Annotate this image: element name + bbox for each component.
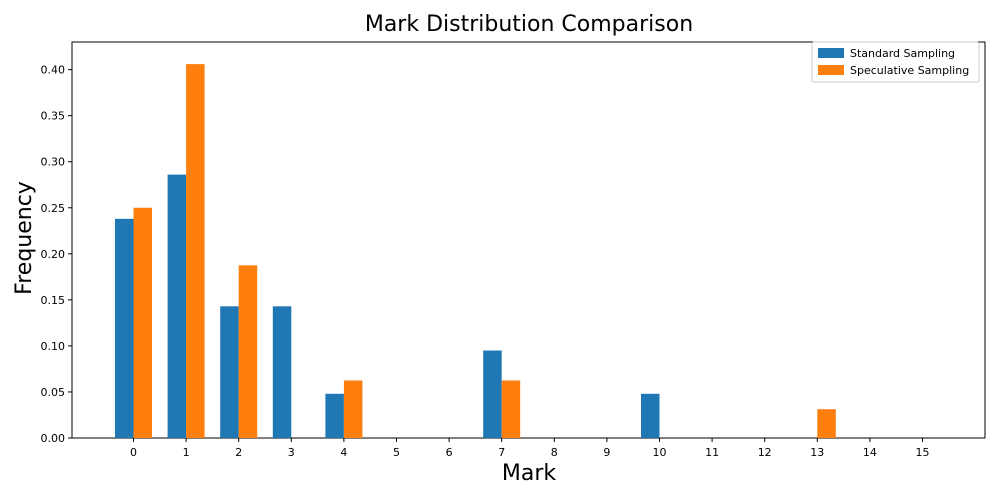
- plot-frame: [71, 41, 986, 439]
- x-tick-label: 14: [863, 446, 877, 459]
- y-tick-label: 0.10: [41, 340, 66, 353]
- bar-standard-0: [115, 218, 134, 438]
- y-tick-label: 0.20: [41, 248, 66, 261]
- x-tick-label: 12: [758, 446, 772, 459]
- legend-label: Standard Sampling: [850, 47, 955, 60]
- legend: Standard Sampling Speculative Sampling: [811, 41, 980, 83]
- y-tick-label: 0.30: [41, 156, 66, 169]
- chart-title: Mark Distribution Comparison: [365, 12, 693, 37]
- x-tick-label: 4: [340, 446, 347, 459]
- x-tick-label: 10: [653, 446, 667, 459]
- bar-speculative-1: [186, 64, 205, 438]
- y-axis-label: Frequency: [12, 181, 37, 295]
- bar-standard-4: [325, 393, 344, 438]
- bar-standard-7: [483, 350, 502, 438]
- legend-box: [811, 41, 980, 83]
- x-tick-label: 13: [810, 446, 824, 459]
- x-tick-label: 6: [446, 446, 453, 459]
- y-axis-ticks: 0.00 0.05 0.10 0.15 0.20 0.25 0.30 0.35 0.40: [41, 64, 72, 445]
- bar-speculative-0: [133, 207, 152, 438]
- plot-area: [71, 41, 986, 439]
- x-tick-label: 3: [288, 446, 295, 459]
- x-tick-label: 0: [130, 446, 137, 459]
- x-tick-label: 7: [498, 446, 505, 459]
- bar-standard-10: [641, 393, 660, 438]
- y-tick-label: 0.05: [41, 386, 66, 399]
- bar-standard-3: [272, 306, 292, 438]
- bar-standard-1: [167, 174, 187, 438]
- y-tick-label: 0.00: [41, 432, 66, 445]
- y-tick-label: 0.35: [41, 110, 66, 123]
- bar-speculative-13: [817, 409, 836, 438]
- bar-speculative-2: [238, 265, 258, 438]
- bars: [115, 64, 836, 438]
- x-tick-label: 9: [603, 446, 610, 459]
- bar-speculative-7: [501, 380, 521, 438]
- y-tick-label: 0.40: [41, 64, 66, 77]
- x-tick-label: 15: [916, 446, 930, 459]
- y-tick-label: 0.25: [41, 202, 66, 215]
- legend-label: Speculative Sampling: [850, 64, 969, 77]
- bar-standard-2: [220, 306, 239, 438]
- x-tick-label: 11: [705, 446, 719, 459]
- x-tick-label: 5: [393, 446, 400, 459]
- x-axis-label: Mark: [502, 461, 557, 486]
- bar-speculative-4: [343, 380, 363, 438]
- x-tick-label: 1: [183, 446, 190, 459]
- x-tick-label: 8: [551, 446, 558, 459]
- legend-swatch: [818, 65, 844, 75]
- x-axis-ticks: 0 1 2 3 4 5 6 7 8 9 10 11 12 13 14 15: [130, 438, 930, 459]
- y-tick-label: 0.15: [41, 294, 66, 307]
- legend-swatch: [818, 48, 844, 58]
- x-tick-label: 2: [235, 446, 242, 459]
